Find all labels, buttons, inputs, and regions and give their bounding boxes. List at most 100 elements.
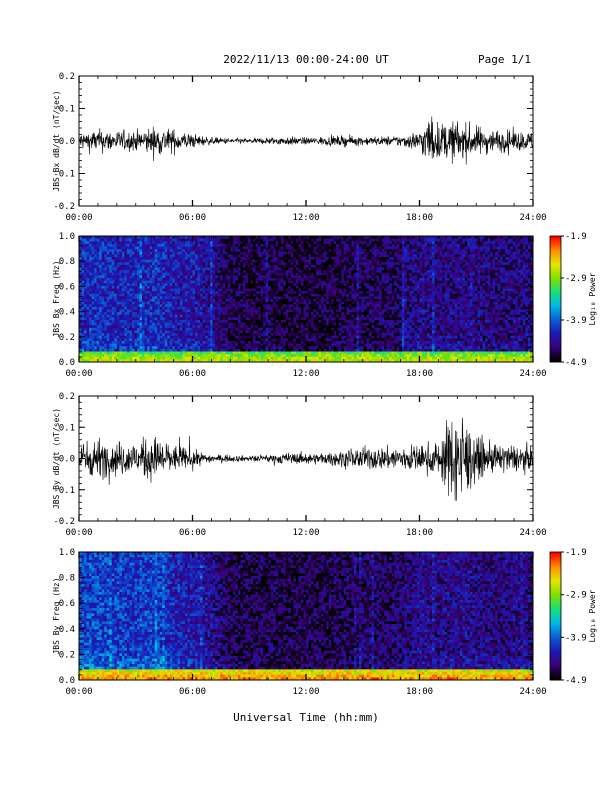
spectrogram-cell <box>265 238 269 242</box>
spectrogram-cell <box>326 301 330 305</box>
spectrogram-cell <box>263 304 267 308</box>
spectrogram-cell <box>255 317 259 321</box>
spectrogram-cell <box>182 325 186 329</box>
spectrogram-cell <box>89 338 93 342</box>
spectrogram-cell <box>255 335 259 339</box>
spectrogram-cell <box>303 238 307 242</box>
spectrogram-cell <box>157 262 161 266</box>
spectrogram-cell <box>240 327 244 331</box>
spectrogram-cell <box>250 359 254 363</box>
spectrogram-cell <box>290 338 294 342</box>
spectrogram-cell <box>157 236 161 240</box>
spectrogram-cell <box>142 348 145 352</box>
spectrogram-cell <box>137 327 140 331</box>
spectrogram-cell <box>184 309 188 313</box>
spectrogram-cell <box>298 249 302 253</box>
spectrogram-cell <box>200 354 203 358</box>
spectrogram-cell <box>258 320 261 324</box>
y-axis-label: JBS Bx dB/dt (nT/sec) <box>52 90 61 191</box>
spectrogram-cell <box>101 264 105 268</box>
spectrogram-cell <box>121 301 125 305</box>
spectrogram-cell <box>89 309 93 313</box>
spectrogram-cell <box>245 249 249 253</box>
spectrogram-cell <box>253 254 256 258</box>
spectrogram-cell <box>283 327 287 331</box>
spectrogram-cell <box>197 314 201 318</box>
spectrogram-cell <box>172 264 176 268</box>
spectrogram-cell <box>263 327 267 331</box>
spectrogram-cell <box>84 306 87 310</box>
spectrogram-cell <box>81 325 85 329</box>
spectrogram-cell <box>247 270 251 274</box>
spectrogram-cell <box>89 278 93 282</box>
spectrogram-cell <box>142 293 145 297</box>
spectrogram-cell <box>306 312 309 316</box>
spectrogram-cell <box>293 338 297 342</box>
spectrogram-cell <box>313 343 317 347</box>
spectrogram-cell <box>247 283 251 287</box>
spectrogram-cell <box>162 249 166 253</box>
spectrogram-cell <box>200 309 203 313</box>
spectrogram-cell <box>111 278 115 282</box>
spectrogram-cell <box>273 343 277 347</box>
spectrogram-cell <box>124 325 128 329</box>
spectrogram-cell <box>154 325 158 329</box>
spectrogram-cell <box>298 335 302 339</box>
spectrogram-cell <box>260 317 264 321</box>
spectrogram-cell <box>247 241 251 245</box>
spectrogram-cell <box>104 246 108 250</box>
spectrogram-cell <box>119 264 123 268</box>
spectrogram-cell <box>79 346 82 350</box>
spectrogram-cell <box>293 314 297 318</box>
spectrogram-cell <box>258 351 261 355</box>
spectrogram-cell <box>303 296 307 300</box>
spectrogram-cell <box>154 351 158 355</box>
spectrogram-cell <box>323 264 327 268</box>
spectrogram-cell <box>111 317 115 321</box>
spectrogram-cell <box>235 272 239 276</box>
spectrogram-cell <box>215 325 219 329</box>
spectrogram-cell <box>104 341 108 345</box>
spectrogram-cell <box>177 278 181 282</box>
spectrogram-cell <box>331 293 335 297</box>
spectrogram-cell <box>300 312 304 316</box>
spectrogram-cell <box>237 312 241 316</box>
spectrogram-cell <box>290 306 294 310</box>
spectrogram-cell <box>300 354 304 358</box>
spectrogram-cell <box>245 243 249 247</box>
spectrogram-cell <box>109 314 113 318</box>
spectrogram-cell <box>278 359 282 363</box>
spectrogram-cell <box>91 278 95 282</box>
spectrogram-cell <box>116 317 120 321</box>
spectrogram-cell <box>104 314 108 318</box>
spectrogram-cell <box>212 288 216 292</box>
spectrogram-cell <box>195 354 198 358</box>
spectrogram-cell <box>273 348 277 352</box>
spectrogram-cell <box>189 264 193 268</box>
spectrogram-cell <box>240 267 244 271</box>
spectrogram-cell <box>240 341 244 345</box>
spectrogram-cell <box>303 251 307 255</box>
spectrogram-cell <box>217 351 221 355</box>
spectrogram-cell <box>109 354 113 358</box>
spectrogram-cell <box>202 241 206 245</box>
spectrogram-cell <box>195 359 198 363</box>
spectrogram-cell <box>134 314 138 318</box>
spectrogram-cell <box>154 249 158 253</box>
spectrogram-cell <box>84 262 87 266</box>
spectrogram-cell <box>328 285 332 289</box>
spectrogram-cell <box>247 322 251 326</box>
spectrogram-cell <box>250 251 254 255</box>
spectrogram-cell <box>157 243 161 247</box>
spectrogram-cell <box>126 254 130 258</box>
spectrogram-cell <box>119 267 123 271</box>
spectrogram-cell <box>268 267 272 271</box>
spectrogram-cell <box>321 312 325 316</box>
spectrogram-cell <box>288 243 292 247</box>
spectrogram-cell <box>265 264 269 268</box>
spectrogram-cell <box>328 291 332 295</box>
spectrogram-cell <box>263 285 267 289</box>
spectrogram-cell <box>96 267 100 271</box>
spectrogram-cell <box>106 338 110 342</box>
spectrogram-cell <box>210 348 214 352</box>
